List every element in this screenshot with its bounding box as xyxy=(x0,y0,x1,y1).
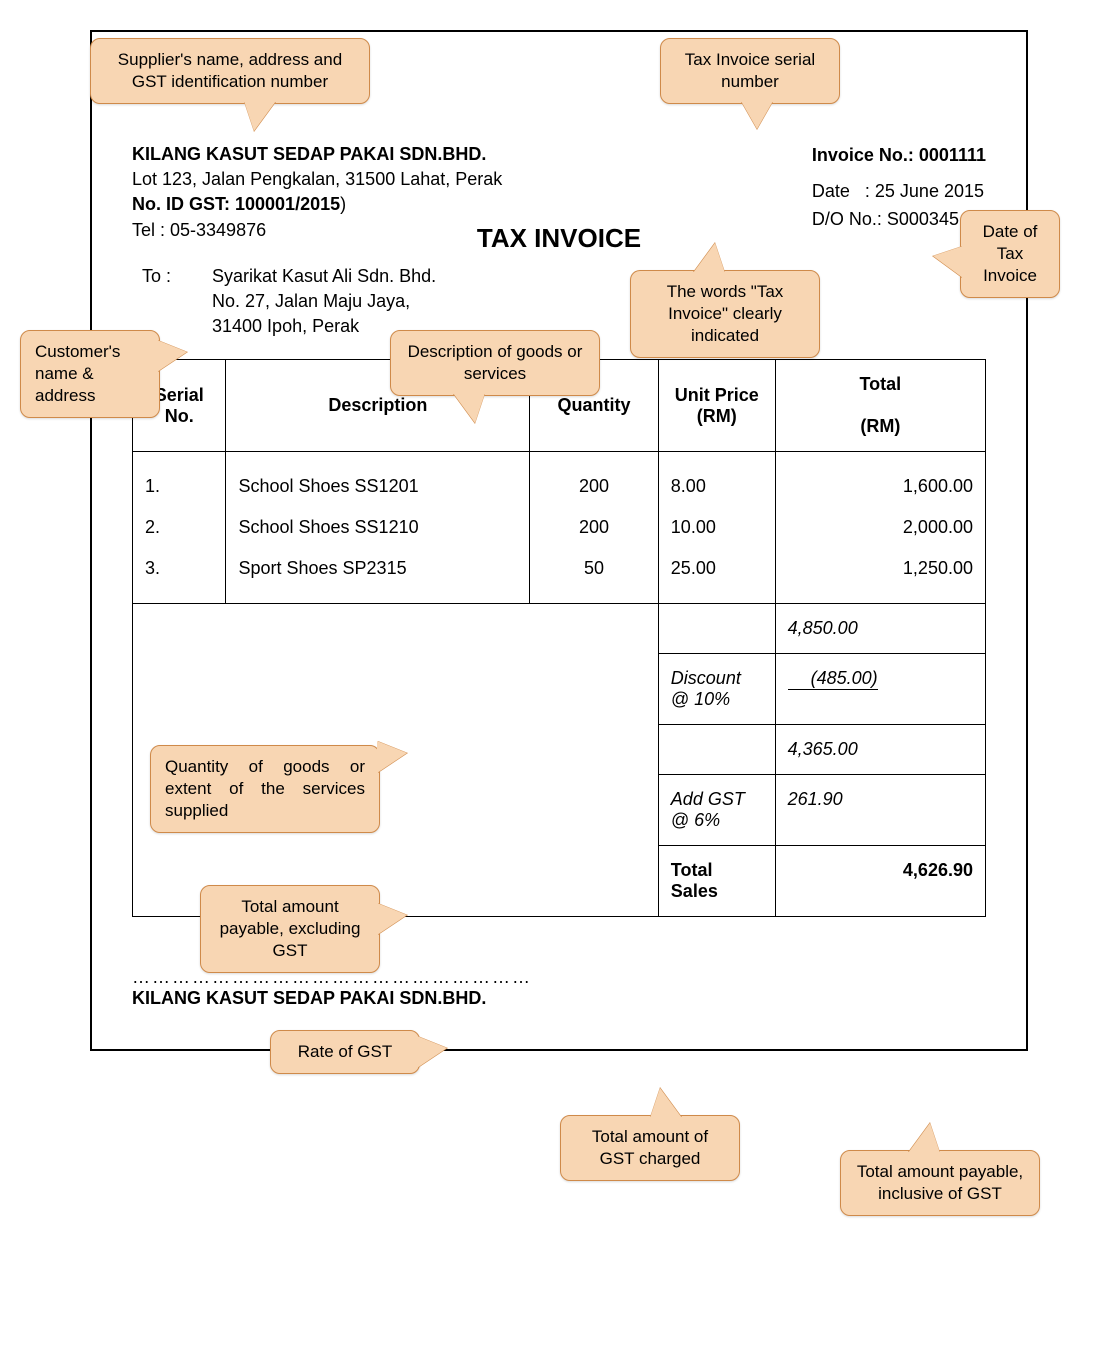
cell-serial: 2. xyxy=(145,507,213,548)
cell-total: 1,600.00 xyxy=(788,466,973,507)
cell-description: School Shoes SS1201 xyxy=(238,466,517,507)
supplier-address: Lot 123, Jalan Pengkalan, 31500 Lahat, P… xyxy=(132,167,502,192)
footer-signature: …………………………………………………… KILANG KASUT SEDAP … xyxy=(132,967,986,1009)
callout-text: Description of goods or services xyxy=(408,342,583,383)
customer-addr1: No. 27, Jalan Maju Jaya, xyxy=(212,289,436,314)
callout-rate-gst: Rate of GST xyxy=(270,1030,420,1074)
callout-text: Tax Invoice serial number xyxy=(685,50,815,91)
cell-serial: 1. xyxy=(145,466,213,507)
discount-value: (485.00) xyxy=(788,668,878,690)
gst-suffix: ) xyxy=(340,194,346,214)
invoice-date: Date : 25 June 2015 xyxy=(812,178,986,206)
callout-supplier: Supplier's name, address and GST identif… xyxy=(90,38,370,104)
summary-discount-row: Discount @ 10% (485.00) xyxy=(133,654,986,725)
cell-quantity: 50 xyxy=(542,548,646,589)
gst-label: Add GST @ 6% xyxy=(658,775,775,846)
th-total: Total (RM) xyxy=(775,360,985,452)
total-sales-label: Total Sales xyxy=(658,846,775,917)
supplier-name: KILANG KASUT SEDAP PAKAI SDN.BHD. xyxy=(132,142,502,167)
cell-unit-price: 10.00 xyxy=(671,507,763,548)
callout-text: Quantity of goods or extent of the servi… xyxy=(165,757,365,820)
callout-customer: Customer's name & address xyxy=(20,330,160,418)
cell-quantity: 200 xyxy=(542,466,646,507)
callout-serial: Tax Invoice serial number xyxy=(660,38,840,104)
callout-gst-charged: Total amount of GST charged xyxy=(560,1115,740,1181)
callout-text: Date of Tax Invoice xyxy=(983,222,1038,285)
after-discount-value: 4,365.00 xyxy=(775,725,985,775)
cell-description: Sport Shoes SP2315 xyxy=(238,548,517,589)
cell-unit-price: 8.00 xyxy=(671,466,763,507)
callout-text: Total amount payable, inclusive of GST xyxy=(857,1162,1023,1203)
subtotal-value: 4,850.00 xyxy=(775,604,985,654)
supplier-block: KILANG KASUT SEDAP PAKAI SDN.BHD. Lot 12… xyxy=(132,142,502,243)
items-body-row: 1. 2. 3. School Shoes SS1201 School Shoe… xyxy=(133,452,986,604)
callout-date: Date of Tax Invoice xyxy=(960,210,1060,298)
gst-value: 261.90 xyxy=(775,775,985,846)
callout-text: Total amount of GST charged xyxy=(592,1127,708,1168)
cell-serial: 3. xyxy=(145,548,213,589)
callout-quantity: Quantity of goods or extent of the servi… xyxy=(150,745,380,833)
customer-block: To : Syarikat Kasut Ali Sdn. Bhd. No. 27… xyxy=(142,264,986,340)
supplier-tel: Tel : 05-3349876 xyxy=(132,218,502,243)
callout-text: Customer's name & address xyxy=(35,342,120,405)
callout-text: The words "Tax Invoice" clearly indicate… xyxy=(667,282,784,345)
callout-text: Total amount payable, excluding GST xyxy=(220,897,361,960)
callout-total-excl: Total amount payable, excluding GST xyxy=(200,885,380,973)
cell-unit-price: 25.00 xyxy=(671,548,763,589)
to-label: To : xyxy=(142,264,212,340)
items-table: Serial No. Description Quantity Unit Pri… xyxy=(132,359,986,917)
th-unit-price: Unit Price (RM) xyxy=(658,360,775,452)
callout-text: Rate of GST xyxy=(298,1042,392,1061)
cell-quantity: 200 xyxy=(542,507,646,548)
discount-label: Discount @ 10% xyxy=(658,654,775,725)
callout-total-incl: Total amount payable, inclusive of GST xyxy=(840,1150,1040,1216)
total-sales-value: 4,626.90 xyxy=(775,846,985,917)
cell-total: 1,250.00 xyxy=(788,548,973,589)
customer-name: Syarikat Kasut Ali Sdn. Bhd. xyxy=(212,264,436,289)
callout-tax-invoice-words: The words "Tax Invoice" clearly indicate… xyxy=(630,270,820,358)
summary-subtotal-row: 4,850.00 xyxy=(133,604,986,654)
callout-desc-goods: Description of goods or services xyxy=(390,330,600,396)
callout-text: Supplier's name, address and GST identif… xyxy=(118,50,342,91)
signatory-name: KILANG KASUT SEDAP PAKAI SDN.BHD. xyxy=(132,988,986,1009)
cell-description: School Shoes SS1210 xyxy=(238,507,517,548)
invoice-number: Invoice No.: 0001111 xyxy=(812,142,986,170)
cell-total: 2,000.00 xyxy=(788,507,973,548)
supplier-gst: No. ID GST: 100001/2015 xyxy=(132,194,340,214)
